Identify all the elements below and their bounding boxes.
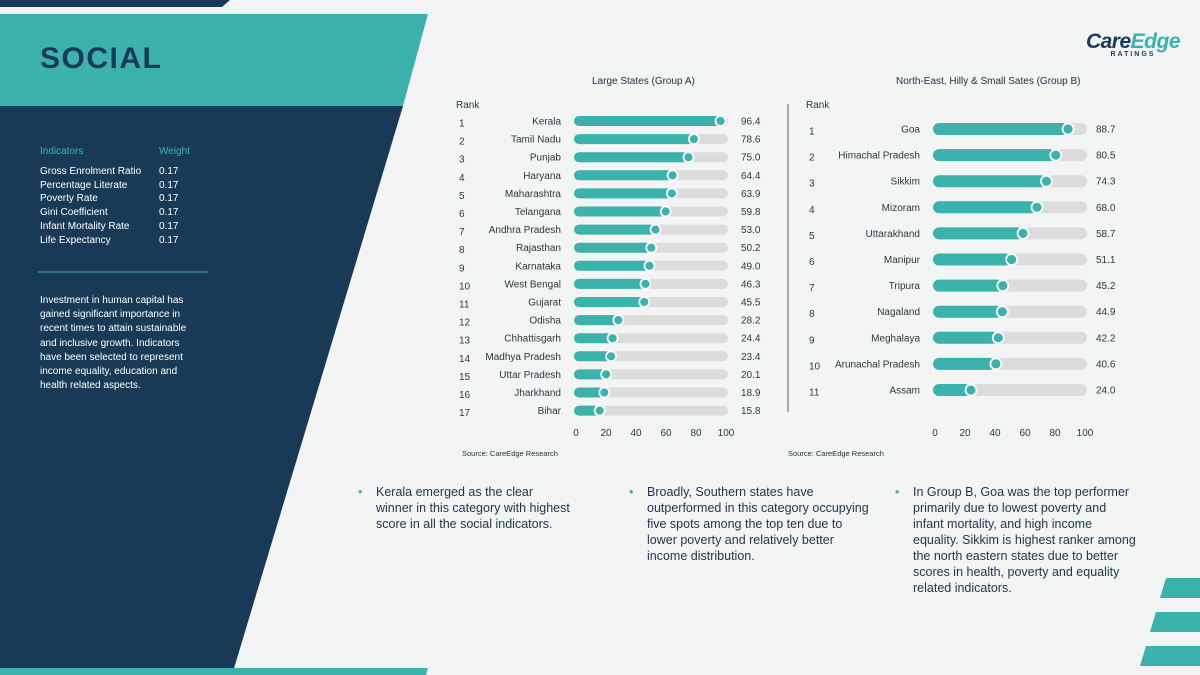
indicator-weight: 0.17: [159, 220, 179, 232]
indicator-weight: 0.17: [159, 234, 179, 246]
indicator-row: Percentage Literate 0.17: [40, 180, 210, 194]
chart-b-title: North-East, Hilly & Small Sates (Group B…: [896, 76, 1081, 87]
careedge-logo: CareEdge RATINGS: [1085, 30, 1181, 58]
bullet-dot: •: [895, 485, 900, 499]
indicator-name: Percentage Literate: [40, 179, 128, 191]
indicator-name: Infant Mortality Rate: [40, 220, 130, 232]
indicator-row: Gross Enrolment Ratio 0.17: [40, 166, 210, 180]
logo-care: Care: [1085, 30, 1131, 53]
indicator-weight: 0.17: [159, 166, 179, 177]
indicator-name: Gross Enrolment Ratio: [40, 166, 142, 177]
bottom-teal-bar: [0, 668, 428, 675]
bullet-text: In Group B, Goa was the top performer pr…: [913, 485, 1136, 595]
indicator-row: Gini Coefficient 0.17: [40, 207, 210, 221]
indicator-row: Infant Mortality Rate 0.17: [40, 221, 210, 235]
bullet-dot: •: [629, 485, 634, 499]
weight-header: Weight: [159, 146, 190, 157]
indicator-weight: 0.17: [159, 193, 179, 205]
indicator-row: Life Expectancy 0.17: [40, 235, 210, 249]
chart-b-source: Source: CareEdge Research: [788, 449, 884, 458]
social-description: Investment in human capital has gained s…: [40, 295, 187, 392]
indicators-header: Indicators: [40, 146, 84, 157]
right-stripe-1: [1160, 578, 1200, 598]
chart-a-source: Source: CareEdge Research: [462, 449, 558, 458]
indicator-weight: 0.17: [159, 207, 179, 219]
chart-a-title: Large States (Group A): [592, 76, 695, 87]
title-teal-band: [0, 14, 428, 106]
indicator-weight: 0.17: [159, 179, 179, 191]
right-stripe-2: [1150, 612, 1200, 632]
logo-wordmark: CareEdge: [1085, 30, 1181, 54]
logo-edge: Edge: [1130, 30, 1181, 53]
page-title: SOCIAL: [40, 42, 163, 75]
logo-subtitle: RATINGS: [1110, 51, 1156, 58]
right-stripe-3: [1140, 646, 1200, 666]
indicator-name: Poverty Rate: [40, 193, 98, 205]
indicator-row: Poverty Rate 0.17: [40, 193, 210, 207]
bullet-text: Broadly, Southern states have outperform…: [647, 485, 869, 563]
bullet-dot: •: [358, 485, 363, 499]
left-navy-panel: [0, 106, 403, 675]
top-navy-bar: [0, 0, 230, 7]
indicator-name: Gini Coefficient: [40, 207, 108, 219]
indicator-name: Life Expectancy: [40, 234, 111, 246]
bullet-text: Kerala emerged as the clear winner in th…: [376, 485, 570, 531]
